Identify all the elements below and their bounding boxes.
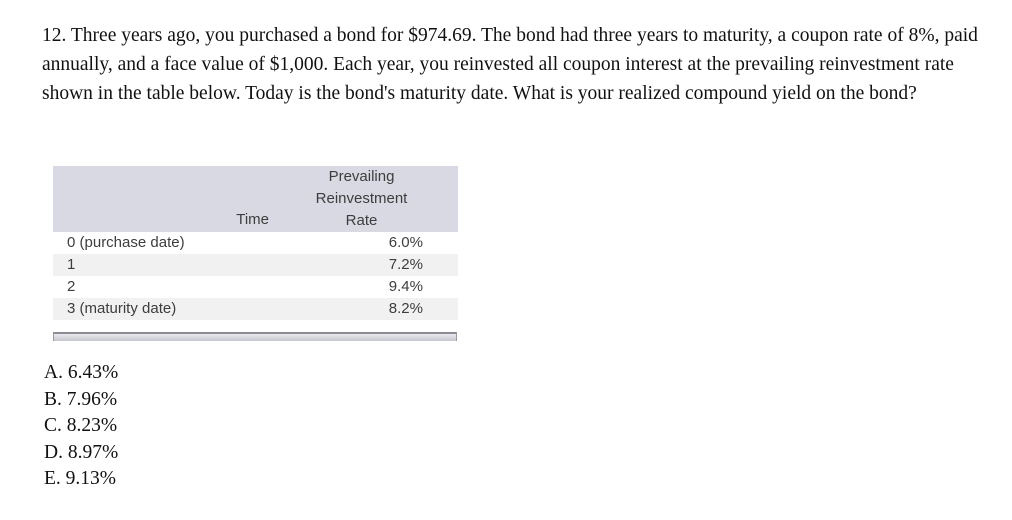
time-column-header: Time [236, 211, 269, 228]
rate-cell: 9.4% [388, 278, 423, 295]
table-row: 3 (maturity date) 8.2% [53, 298, 458, 320]
answer-choice-e: E. 9.13% [44, 468, 117, 489]
table-horizontal-scrollbar[interactable] [53, 332, 457, 341]
rate-cell: 8.2% [388, 300, 423, 317]
answer-choice-d: D. 8.97% [44, 441, 119, 463]
rate-column-header: Prevailing Reinvestment Rate [283, 166, 458, 232]
question-text: 12. Three years ago, you purchased a bon… [42, 25, 978, 104]
time-cell: 3 (maturity date) [67, 300, 177, 317]
rate-header-line-2: Reinvestment [315, 190, 408, 207]
time-cell: 1 [67, 256, 76, 273]
answer-choices: A. 6.43% B. 7.96% C. 8.23% D. 8.97% E. 9… [44, 360, 118, 493]
rate-cell: 6.0% [388, 234, 423, 251]
table-row: 2 9.4% [53, 276, 458, 298]
table-row: 1 7.2% [53, 254, 458, 276]
rate-header-line-1: Prevailing [328, 168, 395, 185]
reinvestment-rate-table: Time Prevailing Reinvestment Rate 0 (pur… [53, 166, 458, 320]
rate-header-line-3: Rate [345, 212, 378, 229]
answer-choice-c: C. 8.23% [44, 415, 118, 436]
time-cell: 0 (purchase date) [67, 234, 185, 251]
table-row: 0 (purchase date) 6.0% [53, 232, 458, 254]
answer-choice-a: A. 6.43% [44, 362, 119, 383]
answer-choice-b: B. 7.96% [44, 388, 118, 410]
table-header-row: Time Prevailing Reinvestment Rate [53, 166, 458, 232]
time-cell: 2 [67, 278, 76, 295]
rate-cell: 7.2% [388, 256, 423, 273]
